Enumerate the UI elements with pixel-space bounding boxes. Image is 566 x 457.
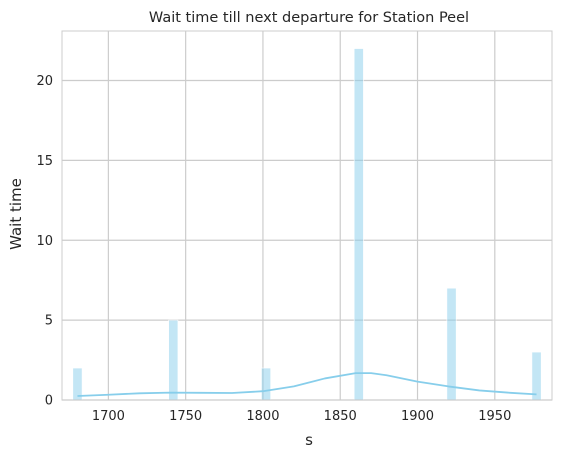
- x-tick-label: 1700: [92, 409, 125, 424]
- x-tick-label: 1950: [478, 409, 511, 424]
- x-tick-label: 1850: [324, 409, 357, 424]
- y-tick-label: 15: [36, 154, 53, 169]
- histogram-bar: [261, 368, 270, 400]
- histogram-bar: [532, 352, 541, 400]
- y-tick-label: 10: [36, 234, 53, 249]
- histogram-bar: [447, 288, 456, 400]
- histogram-bar: [169, 320, 178, 400]
- x-tick-label: 1800: [246, 409, 279, 424]
- histogram-bar: [354, 49, 363, 400]
- y-tick-label: 5: [45, 314, 53, 329]
- x-tick-label: 1750: [169, 409, 202, 424]
- y-tick-label: 20: [36, 74, 53, 89]
- x-tick-label: 1900: [401, 409, 434, 424]
- y-axis-label: Wait time: [7, 178, 25, 250]
- chart-title: Wait time till next departure for Statio…: [149, 10, 469, 26]
- x-axis-label: s: [305, 431, 313, 449]
- y-tick-label: 0: [45, 394, 53, 409]
